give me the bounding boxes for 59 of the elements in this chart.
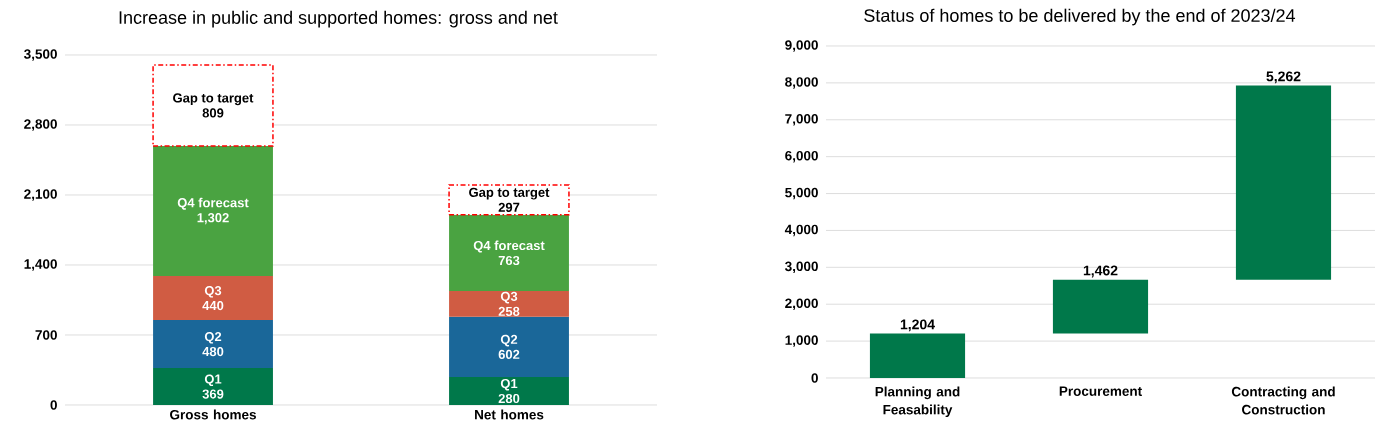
text: Q1: [204, 374, 222, 387]
x-tick-label: Gross homes: [170, 409, 256, 420]
y-tick-label: 3,000: [785, 261, 818, 274]
y-tick-label: 0: [811, 373, 818, 383]
y-tick-label: 9,000: [785, 40, 818, 52]
series-label: Gap to target: [469, 187, 550, 200]
bar: [153, 145, 273, 277]
bar: [152, 64, 274, 147]
bar: [153, 320, 273, 369]
data-label: 280: [498, 393, 520, 404]
y-tick-label: 2,100: [24, 189, 57, 201]
text: Q3: [204, 285, 222, 298]
y-tick-label: 7,000: [785, 114, 818, 126]
bar: [153, 276, 273, 321]
bar: [449, 376, 569, 405]
x-tick-label: Contracting and Construction: [1231, 386, 1335, 415]
chart-title: Increase in public and supported homes: gross and net: [119, 10, 558, 28]
series-label: Q2: [204, 331, 222, 344]
bar: [869, 333, 966, 378]
y-tick-label: 3,500: [24, 49, 57, 61]
y-tick-label: 5,000: [785, 187, 818, 200]
y-tick-label: 2,000: [785, 298, 818, 310]
y-tick-label: 6,000: [785, 150, 818, 163]
y-tick-label: 8,000: [785, 77, 818, 89]
data-label: 1,302: [197, 213, 229, 225]
bar: [1235, 85, 1332, 280]
text: Q4 forecast: [473, 240, 545, 253]
bar: [1052, 279, 1149, 334]
y-tick-label: 700: [35, 330, 57, 340]
data-label: 809: [202, 108, 224, 118]
x-tick-label: Net homes: [475, 409, 544, 420]
data-label: 369: [202, 389, 224, 399]
y-tick-label: 0: [50, 400, 57, 410]
text: Gap to target: [173, 93, 254, 106]
data-label: 258: [498, 306, 520, 316]
bar: [449, 214, 569, 291]
series-label: Q3: [500, 291, 518, 304]
text: Q2: [500, 334, 518, 347]
data-label: 1,204: [900, 319, 935, 332]
y-tick-label: 1,000: [785, 335, 818, 347]
y-tick-label: 2,800: [24, 119, 57, 131]
bar: [449, 316, 569, 377]
y-tick-label: 4,000: [784, 224, 818, 237]
bar: [449, 290, 569, 317]
x-tick-label: Planning and Feasability: [875, 386, 960, 418]
series-label: Q4 forecast: [177, 197, 249, 210]
data-label: 5,262: [1266, 71, 1301, 84]
data-label: 297: [498, 202, 520, 212]
data-label: 763: [498, 255, 520, 266]
data-label: 440: [202, 300, 224, 311]
series-label: Q1: [500, 378, 518, 391]
chart-title: Status of homes to be delivered by the end of 2023/24: [864, 8, 1296, 26]
data-label: 480: [202, 346, 224, 357]
bar: [153, 368, 273, 405]
bar: [448, 184, 570, 216]
x-tick-label: Procurement: [1059, 386, 1142, 396]
data-label: 602: [498, 349, 520, 359]
y-tick-label: 1,400: [24, 259, 57, 271]
data-label: 1,462: [1083, 265, 1118, 278]
